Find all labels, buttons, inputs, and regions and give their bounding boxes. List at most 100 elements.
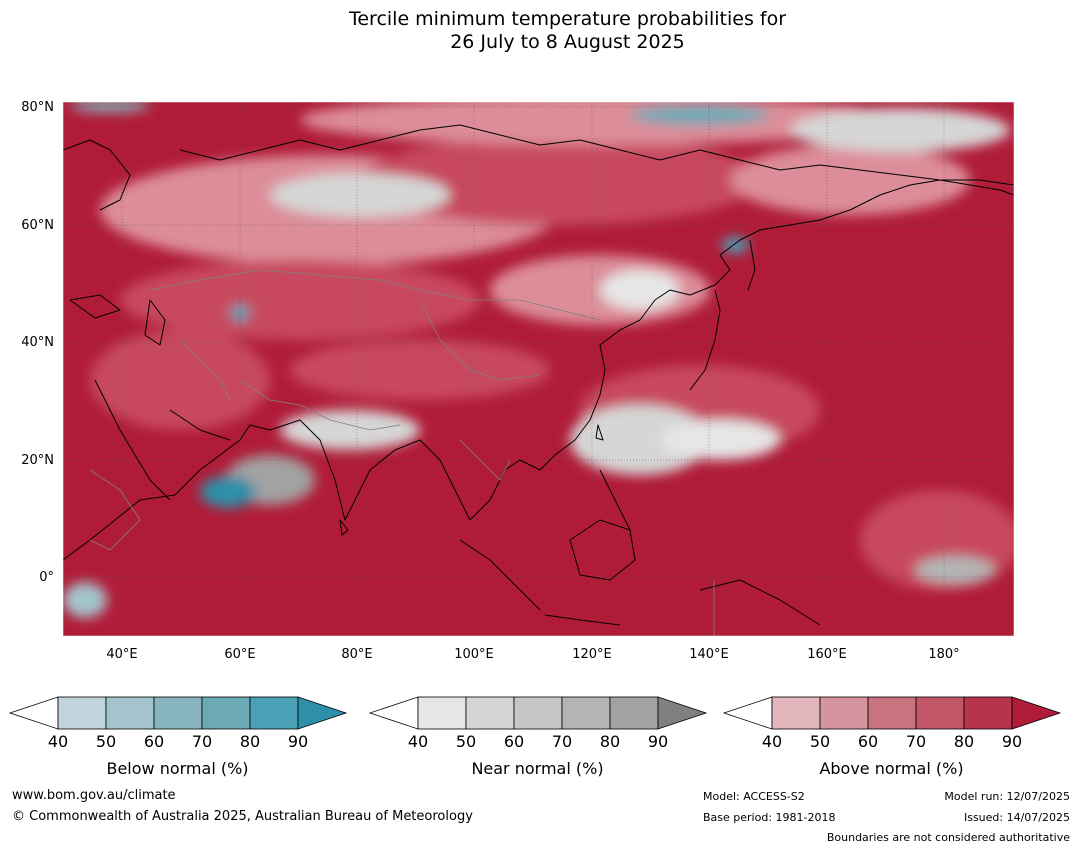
colorbar-below-tick: 60 (143, 732, 165, 751)
colorbar-above-tick: 60 (857, 732, 879, 751)
coast-scandinavia (63, 139, 131, 211)
footer-base-period: Base period: 1981-2018 (703, 811, 836, 824)
country-borders (89, 269, 715, 636)
colorbar-near-tick: 50 (455, 732, 477, 751)
lon-label-180: 180° (928, 647, 959, 662)
colorbar-above-tick: 80 (953, 732, 975, 751)
footer-issued: Issued: 14/07/2025 (963, 811, 1070, 824)
colorbar-near-segment (417, 696, 467, 730)
lat-label-60n: 60°N (21, 218, 54, 233)
longitude-labels: 40°E 60°E 80°E 100°E 120°E 140°E 160°E 1… (106, 647, 959, 662)
patch-pacific-near (660, 420, 780, 460)
colorbar-above-label: Above normal (%) (819, 759, 964, 778)
lon-label-100e: 100°E (454, 647, 494, 662)
lon-label-160e: 160°E (807, 647, 847, 662)
colorbar-near-label: Near normal (%) (471, 759, 604, 778)
colorbar-above-segment (915, 696, 965, 730)
coast-sri-lanka (339, 519, 349, 536)
footer-model-run: Model run: 12/07/2025 (944, 790, 1070, 803)
footer-model: Model: ACCESS-S2 (703, 790, 805, 803)
lat-label-20n: 20°N (21, 453, 54, 468)
colorbar-near-max-extension (657, 696, 708, 730)
colorbar-near-tick: 80 (599, 732, 621, 751)
colorbar-above-segment (867, 696, 917, 730)
colorbar-near-segment (465, 696, 515, 730)
patch-africa-below (63, 582, 107, 618)
colorbar-legend (8, 696, 1062, 730)
colorbar-near-tick: 70 (551, 732, 573, 751)
colorbar-below-label: Below normal (%) (106, 759, 249, 778)
colorbar-below-segment (249, 696, 299, 730)
patch-tibet-mid (290, 340, 550, 400)
gridlines (63, 102, 1014, 636)
colorbar-above-tick: 90 (1001, 732, 1023, 751)
colorbar-below-max-extension (297, 696, 348, 730)
patch-siberia-light (360, 135, 760, 225)
patch-arabian-sea-below (200, 476, 256, 508)
colorbar-above-segment (771, 696, 821, 730)
colorbar-near-segment (561, 696, 611, 730)
footer-copyright: © Commonwealth of Australia 2025, Austra… (12, 809, 473, 824)
chart-title: Tercile minimum temperature probabilitie… (0, 8, 1081, 54)
patch-central-asia-mid (120, 260, 480, 340)
colorbar-above (722, 696, 1062, 730)
colorbar-near (368, 696, 708, 730)
patch-south-pacific-near (915, 556, 995, 584)
title-line-2: 26 July to 8 August 2025 (450, 31, 685, 53)
lat-label-0: 0° (39, 570, 54, 585)
map-frame (62, 101, 1015, 637)
colorbar-below-segment (201, 696, 251, 730)
patch-east-siberia-light (730, 145, 970, 215)
colorbar-near-segment (513, 696, 563, 730)
patch-arctic-near (790, 108, 1010, 152)
colorbar-below-tick: 90 (287, 732, 309, 751)
coastlines (63, 124, 1014, 626)
lon-label-40e: 40°E (106, 647, 137, 662)
footer-boundaries: Boundaries are not considered authoritat… (826, 831, 1070, 844)
colorbar-below-segment (153, 696, 203, 730)
colorbar-above-tick: 50 (809, 732, 831, 751)
coast-caspian (144, 299, 166, 346)
coast-borneo (569, 519, 636, 581)
footer-website: www.bom.gov.au/climate (12, 788, 176, 803)
colorbar-below (8, 696, 348, 730)
coast-black-sea (69, 294, 121, 319)
colorbar-below-segment (57, 696, 107, 730)
patch-arabia-mid (90, 330, 270, 430)
patch-philippines-near (570, 405, 710, 475)
colorbar-near-tick: 90 (647, 732, 669, 751)
map-area (63, 102, 1014, 636)
colorbar-above-min-extension (722, 696, 773, 730)
coast-sakhalin (747, 239, 756, 291)
coast-taiwan (595, 424, 604, 441)
colorbar-above-max-extension (1011, 696, 1062, 730)
patch-tibet-near (280, 410, 420, 450)
colorbar-below-segment (105, 696, 155, 730)
colorbar-above-segment (819, 696, 869, 730)
coast-japan (689, 289, 721, 391)
latitude-labels: 80°N 60°N 40°N 20°N 0° (21, 100, 54, 585)
colorbar-above-segment (963, 696, 1013, 730)
coast-arabia-india-seasia (63, 179, 1014, 561)
coast-persian-gulf (169, 409, 231, 441)
coast-philippines (599, 469, 631, 531)
probability-patches (63, 102, 1014, 618)
patch-mongolia-near (600, 270, 680, 310)
lon-label-140e: 140°E (689, 647, 729, 662)
patch-russia-near (270, 173, 450, 217)
colorbar-near-tick: 60 (503, 732, 525, 751)
colorbar-near-segment (609, 696, 659, 730)
coast-arctic (179, 124, 1014, 186)
colorbar-below-tick: 80 (239, 732, 261, 751)
coast-sumatra (459, 539, 541, 611)
colorbar-near-min-extension (368, 696, 419, 730)
colorbar-above-tick: 40 (761, 732, 783, 751)
colorbar-above-tick: 70 (905, 732, 927, 751)
lon-label-60e: 60°E (224, 647, 255, 662)
colorbar-below-tick: 70 (191, 732, 213, 751)
lat-label-80n: 80°N (21, 100, 54, 115)
colorbar-below-tick: 40 (47, 732, 69, 751)
patch-arctic-west-below (70, 102, 150, 112)
lat-label-40n: 40°N (21, 335, 54, 350)
title-line-1: Tercile minimum temperature probabilitie… (348, 8, 787, 30)
